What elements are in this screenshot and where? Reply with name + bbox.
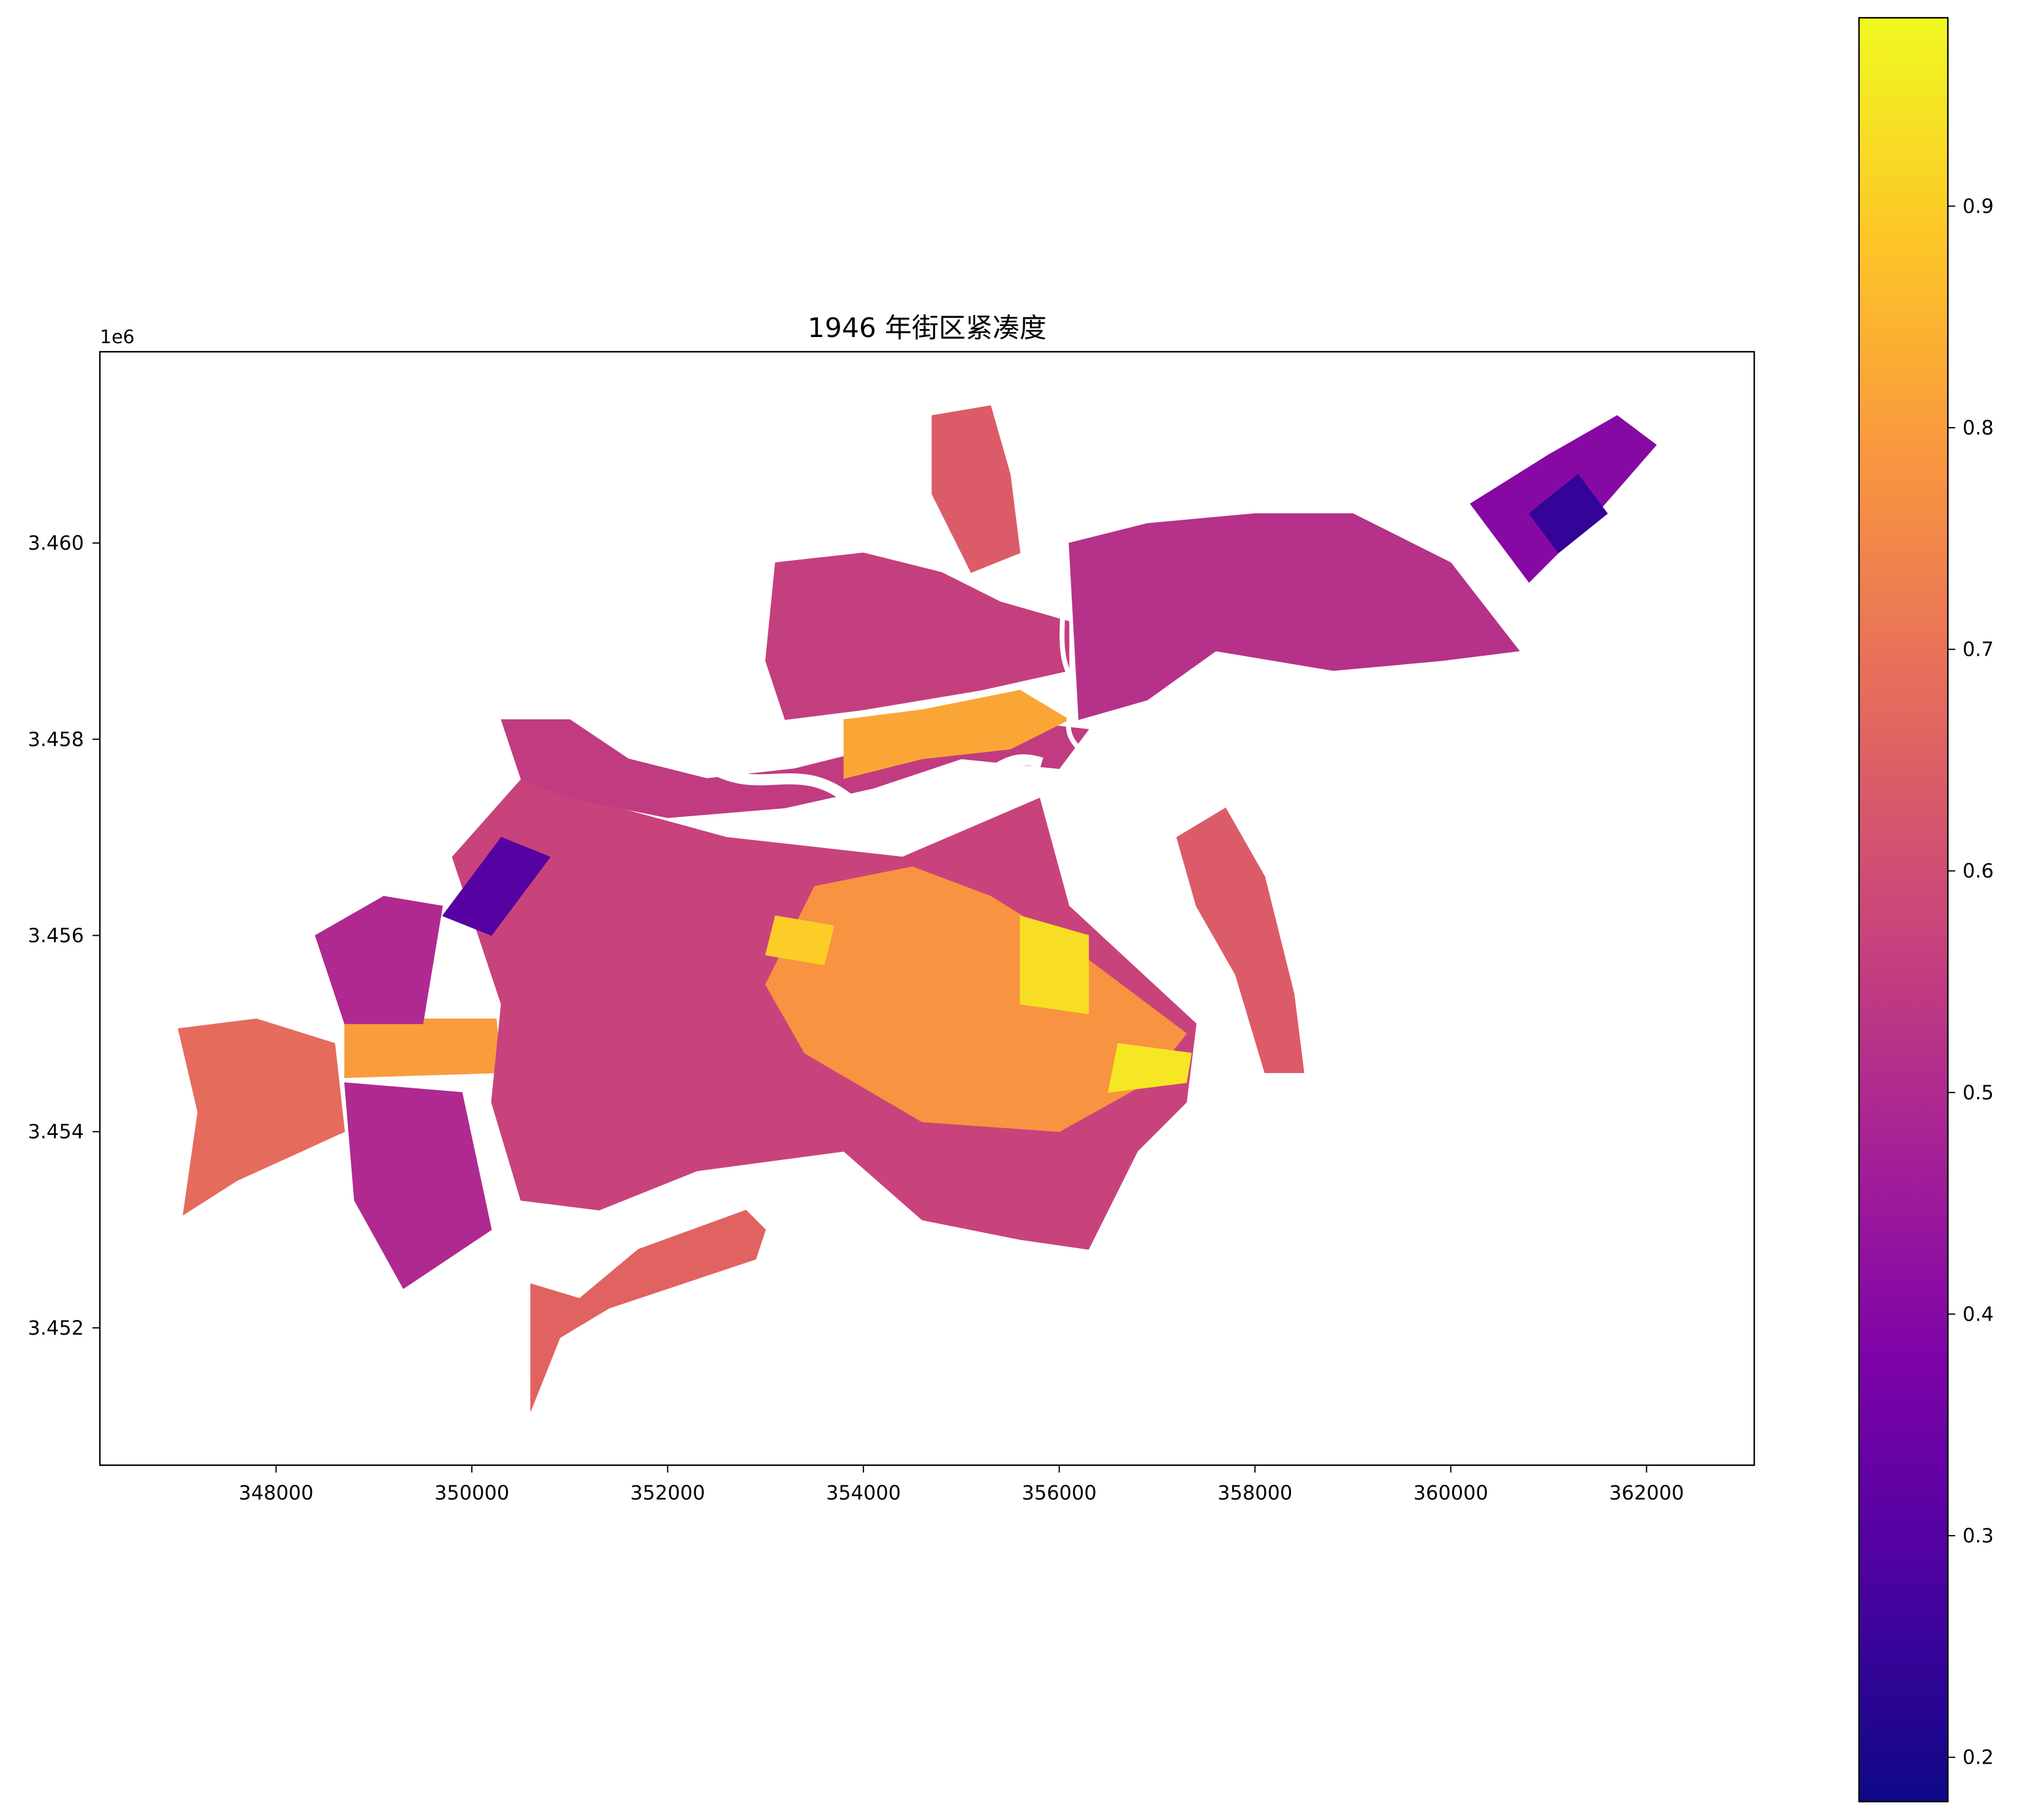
y-tick-label: 3.454	[28, 1120, 84, 1143]
region-sw-strip	[530, 1210, 766, 1412]
x-tick-label: 350000	[434, 1481, 509, 1504]
region-west-purple-bottom	[344, 1082, 492, 1289]
river-channel	[1058, 569, 1080, 749]
region-west-purple-top	[314, 895, 443, 1025]
river-gaps	[708, 569, 1080, 819]
x-tick-label: 354000	[826, 1481, 901, 1504]
colorbar-tick-label: 0.7	[1963, 638, 1994, 661]
x-tick-label: 358000	[1217, 1481, 1292, 1504]
colorbar-tick-label: 0.8	[1963, 416, 1994, 439]
map-regions	[178, 405, 1657, 1412]
x-axis: 348000 350000 352000 354000 356000 358000 3600…	[238, 1465, 1684, 1504]
region-north-orange-band	[843, 689, 1070, 779]
y-tick-label: 3.456	[28, 924, 84, 947]
x-tick-label: 360000	[1414, 1481, 1488, 1504]
region-east-strip	[1176, 807, 1304, 1074]
region-far-ne-dark	[1528, 474, 1608, 553]
y-tick-label: 3.458	[28, 727, 84, 751]
plot-frame	[99, 351, 1755, 1466]
chart-title: 1946 年街区紧凑度	[808, 313, 1047, 344]
colorbar-tick-label: 0.5	[1963, 1081, 1994, 1104]
y-offset-label: 1e6	[100, 327, 135, 348]
colorbar-tick-label: 0.3	[1963, 1524, 1994, 1547]
region-ne-band	[1069, 513, 1520, 720]
x-tick-label: 362000	[1609, 1481, 1684, 1504]
colorbar-ramp	[1859, 18, 1948, 1802]
colorbar-tick-label: 0.9	[1963, 194, 1994, 218]
y-tick-label: 3.460	[28, 531, 84, 555]
x-tick-label: 356000	[1022, 1481, 1097, 1504]
region-yellow-hot-3	[765, 915, 835, 966]
region-west-orange	[344, 1018, 502, 1079]
region-west-big	[178, 1018, 345, 1216]
colorbar-tick-label: 0.6	[1963, 859, 1994, 882]
y-tick-label: 3.452	[28, 1316, 84, 1340]
colorbar-tick-label: 0.4	[1963, 1302, 1994, 1325]
river-channel	[708, 754, 1043, 819]
colorbar-axis: 0.2 0.3 0.4 0.5 0.6 0.7 0.8 0.9	[1948, 194, 1994, 1769]
colorbar-frame	[1858, 17, 1949, 1803]
y-axis: 3.452 3.454 3.456 3.458 3.460	[28, 531, 100, 1340]
x-tick-label: 352000	[630, 1481, 705, 1504]
region-yellow-hot-1	[1020, 915, 1089, 1015]
region-yellow-hot-2	[1107, 1043, 1192, 1093]
colorbar-tick-label: 0.2	[1963, 1746, 1994, 1769]
region-north-peak	[931, 405, 1021, 573]
region-north-dark-1	[442, 836, 551, 936]
x-tick-label: 348000	[238, 1481, 313, 1504]
